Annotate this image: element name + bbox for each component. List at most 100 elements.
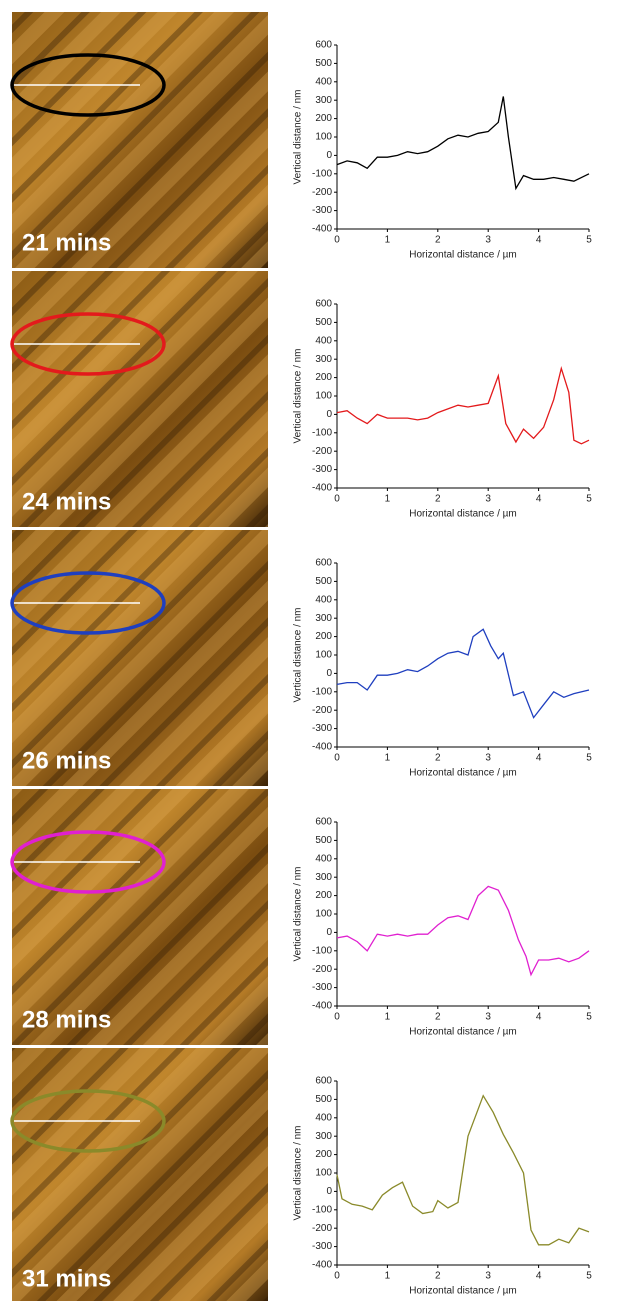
y-tick-label: 500 — [315, 58, 332, 69]
image-label: 24 mins — [22, 488, 111, 515]
x-tick-label: 1 — [385, 494, 391, 505]
y-tick-label: 300 — [315, 872, 332, 883]
y-tick-label: 400 — [315, 76, 332, 87]
x-tick-label: 5 — [586, 1012, 592, 1023]
profile-line — [336, 628, 590, 719]
x-axis-label: Horizontal distance / µm — [409, 768, 516, 779]
y-tick-label: 200 — [315, 372, 332, 383]
x-axis-label: Horizontal distance / µm — [409, 1027, 516, 1038]
x-tick-label: 2 — [435, 753, 441, 764]
y-tick-label: -100 — [312, 945, 332, 956]
y-tick-label: 0 — [326, 150, 332, 161]
y-tick-label: -100 — [312, 1204, 332, 1215]
x-tick-label: 5 — [586, 494, 592, 505]
y-tick-label: 0 — [326, 927, 332, 938]
afm-texture — [12, 12, 268, 268]
x-axis-label: Horizontal distance / µm — [409, 1286, 516, 1297]
y-tick-label: 600 — [315, 40, 332, 51]
image-label: 31 mins — [22, 1265, 111, 1292]
y-axis-label: Vertical distance / nm — [293, 89, 304, 184]
y-tick-label: -400 — [312, 1260, 332, 1271]
highlight-ellipse — [10, 830, 166, 894]
y-tick-label: 600 — [315, 817, 332, 828]
x-tick-label: 4 — [536, 1271, 542, 1282]
y-tick-label: 400 — [315, 853, 332, 864]
x-tick-label: 0 — [334, 235, 340, 246]
x-axis-label: Horizontal distance / µm — [409, 509, 516, 520]
x-tick-label: 5 — [586, 753, 592, 764]
y-tick-label: -300 — [312, 982, 332, 993]
afm-texture — [12, 271, 268, 527]
y-tick-label: -300 — [312, 205, 332, 216]
y-axis-label: Vertical distance / nm — [293, 348, 304, 443]
highlight-ellipse — [10, 53, 166, 117]
x-tick-label: 0 — [334, 1271, 340, 1282]
x-axis-label: Horizontal distance / µm — [409, 250, 516, 261]
y-axis-label: Vertical distance / nm — [293, 866, 304, 961]
x-tick-label: 3 — [485, 1012, 491, 1023]
y-tick-label: -400 — [312, 1001, 332, 1012]
x-tick-label: 3 — [485, 753, 491, 764]
y-tick-label: -200 — [312, 446, 332, 457]
y-tick-label: 400 — [315, 335, 332, 346]
y-tick-label: 0 — [326, 1186, 332, 1197]
image-label: 26 mins — [22, 747, 111, 774]
y-tick-label: 300 — [315, 1131, 332, 1142]
y-tick-label: 400 — [315, 594, 332, 605]
x-tick-label: 0 — [334, 494, 340, 505]
x-tick-label: 1 — [385, 235, 391, 246]
y-tick-label: -100 — [312, 686, 332, 697]
y-tick-label: 200 — [315, 113, 332, 124]
y-tick-label: 300 — [315, 613, 332, 624]
y-tick-label: -200 — [312, 964, 332, 975]
y-tick-label: 200 — [315, 890, 332, 901]
y-tick-label: 400 — [315, 1112, 332, 1123]
y-tick-label: -200 — [312, 705, 332, 716]
x-tick-label: 2 — [435, 494, 441, 505]
image-label: 21 mins — [22, 229, 111, 256]
y-axis-label: Vertical distance / nm — [293, 1125, 304, 1220]
y-tick-label: 100 — [315, 132, 332, 143]
y-tick-label: -300 — [312, 1241, 332, 1252]
y-tick-label: 100 — [315, 391, 332, 402]
x-tick-label: 5 — [586, 235, 592, 246]
x-tick-label: 1 — [385, 1012, 391, 1023]
x-tick-label: 4 — [536, 753, 542, 764]
x-tick-label: 0 — [334, 1012, 340, 1023]
x-tick-label: 4 — [536, 1012, 542, 1023]
y-tick-label: -400 — [312, 224, 332, 235]
y-tick-label: 300 — [315, 354, 332, 365]
y-axis-label: Vertical distance / nm — [293, 607, 304, 702]
y-tick-label: 600 — [315, 299, 332, 310]
y-tick-label: -300 — [312, 723, 332, 734]
highlight-ellipse — [10, 1089, 166, 1153]
y-tick-label: -100 — [312, 427, 332, 438]
y-tick-label: -400 — [312, 483, 332, 494]
x-tick-label: 2 — [435, 1012, 441, 1023]
highlight-ellipse — [10, 571, 166, 635]
y-tick-label: 200 — [315, 631, 332, 642]
y-tick-label: 500 — [315, 1094, 332, 1105]
y-tick-label: -200 — [312, 187, 332, 198]
y-tick-label: 100 — [315, 909, 332, 920]
y-tick-label: 0 — [326, 409, 332, 420]
y-tick-label: 600 — [315, 1076, 332, 1087]
x-tick-label: 1 — [385, 1271, 391, 1282]
x-tick-label: 2 — [435, 1271, 441, 1282]
x-tick-label: 3 — [485, 1271, 491, 1282]
y-tick-label: -300 — [312, 464, 332, 475]
afm-texture — [12, 1048, 268, 1304]
y-tick-label: -200 — [312, 1223, 332, 1234]
x-tick-label: 0 — [334, 753, 340, 764]
y-tick-label: -100 — [312, 168, 332, 179]
y-tick-label: -400 — [312, 742, 332, 753]
x-tick-label: 5 — [586, 1271, 592, 1282]
afm-texture — [12, 789, 268, 1045]
y-tick-label: 300 — [315, 95, 332, 106]
profile-line — [336, 96, 590, 191]
image-label: 28 mins — [22, 1006, 111, 1033]
y-tick-label: 200 — [315, 1149, 332, 1160]
y-tick-label: 100 — [315, 1168, 332, 1179]
afm-texture — [12, 530, 268, 786]
